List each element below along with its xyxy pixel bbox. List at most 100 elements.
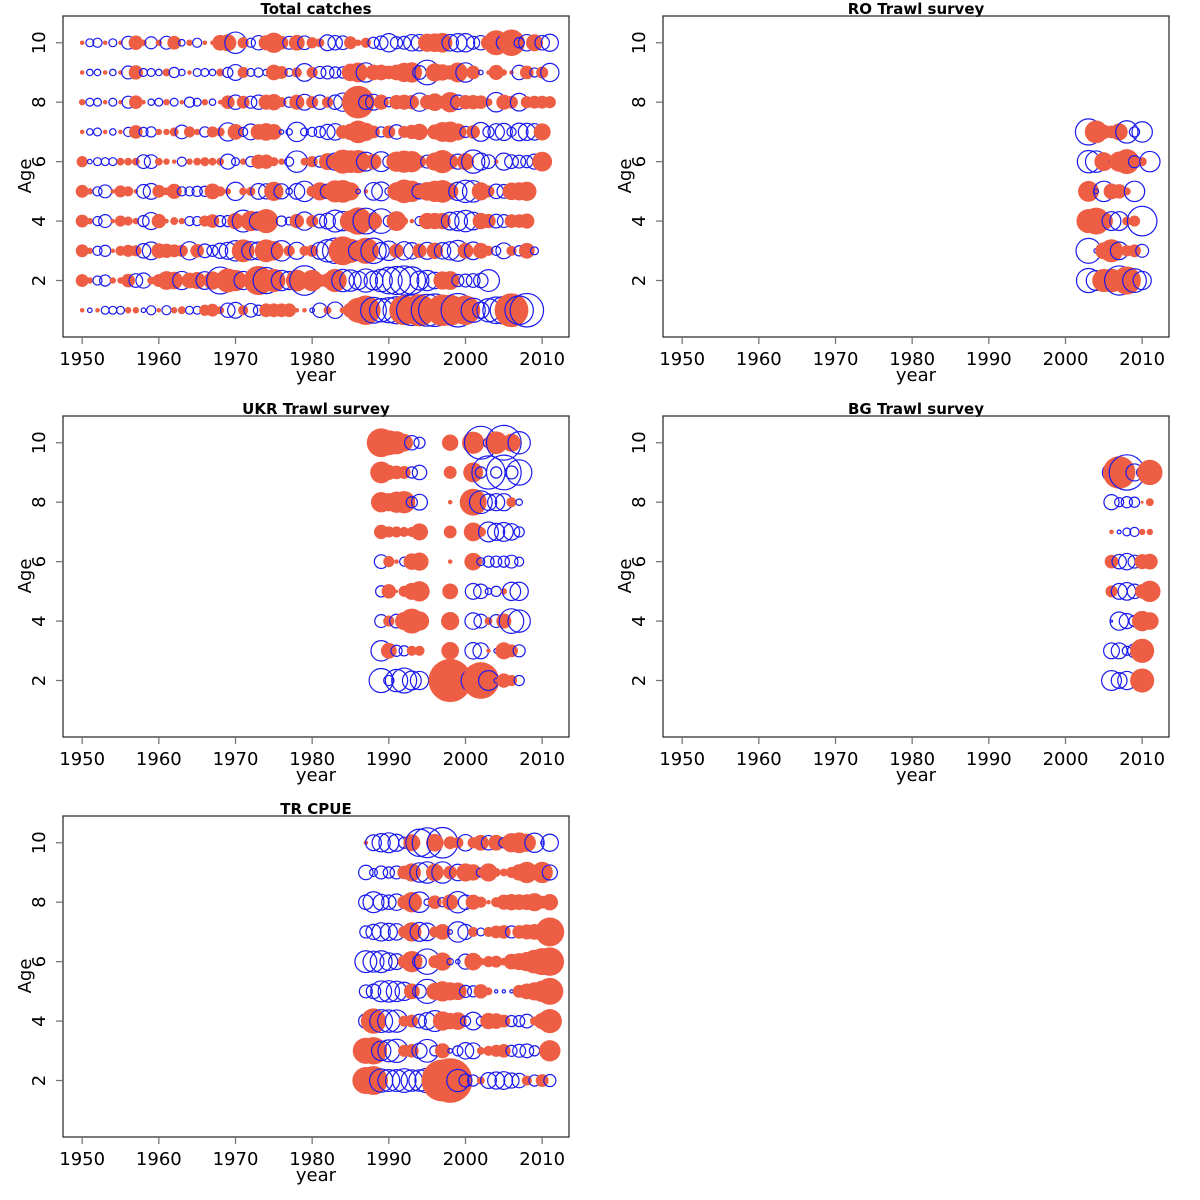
bubble-negative bbox=[471, 152, 490, 171]
bubble-positive bbox=[386, 211, 407, 231]
bubble-negative bbox=[540, 33, 559, 52]
bubble-positive bbox=[505, 95, 518, 109]
y-tick-label: 10 bbox=[29, 431, 50, 454]
bubble-positive bbox=[401, 950, 423, 973]
bubble-negative bbox=[514, 556, 525, 567]
y-tick-label: 8 bbox=[629, 96, 650, 107]
bubble-negative bbox=[128, 273, 144, 288]
bubble-negative bbox=[245, 37, 256, 48]
bubble-negative bbox=[413, 436, 426, 449]
bubble-negative bbox=[501, 989, 507, 994]
bubble-positive bbox=[405, 1014, 419, 1028]
bubble-positive bbox=[404, 94, 420, 110]
bubble-positive bbox=[224, 269, 247, 292]
bubble-negative bbox=[200, 67, 210, 78]
bubble-negative bbox=[243, 302, 259, 318]
bubble-negative bbox=[319, 34, 336, 52]
bubble-negative bbox=[512, 1014, 526, 1028]
bubble-positive bbox=[1109, 529, 1114, 535]
panel-total-catches: Total catches 1950 1960 1970 1980 1990 2000 201… bbox=[15, 0, 570, 386]
bubble-negative bbox=[1123, 180, 1146, 203]
bubble-negative bbox=[477, 69, 484, 76]
bubble-positive bbox=[426, 833, 444, 852]
x-tick-label: 1950 bbox=[59, 349, 105, 370]
bubble-positive bbox=[300, 157, 309, 166]
bubble-positive bbox=[450, 295, 481, 326]
bubble-negative bbox=[512, 644, 526, 658]
bubble-positive bbox=[283, 245, 295, 257]
bubble-positive bbox=[441, 641, 459, 660]
bubbles bbox=[1100, 454, 1163, 693]
bubble-negative bbox=[381, 894, 397, 910]
bubble-positive bbox=[187, 70, 192, 75]
bubble-negative bbox=[136, 183, 151, 199]
bubble-positive bbox=[390, 526, 403, 538]
bubble-negative bbox=[391, 667, 418, 694]
bubble-positive bbox=[409, 218, 415, 224]
bubble-negative bbox=[313, 125, 327, 139]
bubble-positive bbox=[427, 1058, 473, 1103]
bubble-negative bbox=[473, 583, 489, 600]
y-tick-label: 2 bbox=[29, 1075, 50, 1086]
bubble-positive bbox=[202, 40, 208, 46]
bubble-negative bbox=[498, 608, 525, 634]
bubble-negative bbox=[327, 34, 343, 51]
bubble-positive bbox=[75, 244, 89, 258]
bubble-negative bbox=[178, 68, 186, 77]
bubble-negative bbox=[92, 186, 103, 197]
bubble-positive bbox=[473, 984, 489, 999]
bubble-negative bbox=[1132, 270, 1152, 291]
bubble-positive bbox=[488, 834, 505, 851]
x-tick-label: 1980 bbox=[889, 749, 935, 770]
bubble-positive bbox=[1078, 180, 1099, 202]
bubble-negative bbox=[491, 245, 502, 256]
bubble-positive bbox=[535, 947, 565, 976]
bubble-negative bbox=[409, 270, 430, 291]
bubble-positive bbox=[449, 123, 467, 141]
bubble-positive bbox=[518, 242, 535, 259]
bubble-negative bbox=[206, 244, 219, 257]
bubble-negative bbox=[412, 1013, 427, 1029]
bubble-negative bbox=[369, 950, 393, 974]
bubble-negative bbox=[1116, 529, 1122, 535]
bubble-positive bbox=[383, 526, 395, 538]
bubble-negative bbox=[515, 498, 523, 507]
bubble-positive bbox=[535, 917, 565, 947]
bubble-negative bbox=[371, 833, 391, 853]
bubble-negative bbox=[100, 305, 110, 315]
x-tick-label: 1980 bbox=[289, 1149, 335, 1170]
bubble-positive bbox=[132, 217, 140, 225]
y-tick-label: 2 bbox=[629, 275, 650, 286]
bubble-positive bbox=[270, 217, 278, 225]
bubble-negative bbox=[146, 67, 156, 78]
bubble-negative bbox=[466, 35, 481, 50]
bubble-positive bbox=[442, 583, 459, 600]
bubble-positive bbox=[533, 123, 551, 141]
bubble-positive bbox=[175, 244, 188, 257]
bubble-positive bbox=[433, 952, 452, 971]
bubble-positive bbox=[474, 95, 488, 110]
bubble-negative bbox=[319, 123, 336, 141]
bubble-positive bbox=[394, 589, 399, 593]
bubble-negative bbox=[1110, 672, 1128, 690]
bubble-negative bbox=[192, 37, 203, 48]
bubble-positive bbox=[394, 559, 399, 564]
bubble-positive bbox=[464, 864, 482, 881]
bubble-positive bbox=[447, 499, 453, 505]
bubble-negative bbox=[154, 97, 164, 107]
bubble-positive bbox=[506, 497, 517, 508]
bubbles bbox=[1074, 118, 1161, 296]
bubble-positive bbox=[179, 99, 185, 105]
bubble-negative bbox=[212, 242, 229, 259]
bubble-negative bbox=[447, 921, 469, 943]
bubble-negative bbox=[440, 211, 460, 231]
bubble-positive bbox=[541, 893, 559, 911]
bubble-negative bbox=[513, 526, 525, 538]
bubble-positive bbox=[1128, 244, 1141, 258]
bubble-positive bbox=[177, 306, 186, 315]
bubble-negative bbox=[108, 38, 118, 48]
bubble-negative bbox=[362, 950, 385, 973]
bubble-positive bbox=[163, 98, 170, 106]
bubble-positive bbox=[264, 241, 284, 261]
bubble-positive bbox=[204, 183, 221, 200]
